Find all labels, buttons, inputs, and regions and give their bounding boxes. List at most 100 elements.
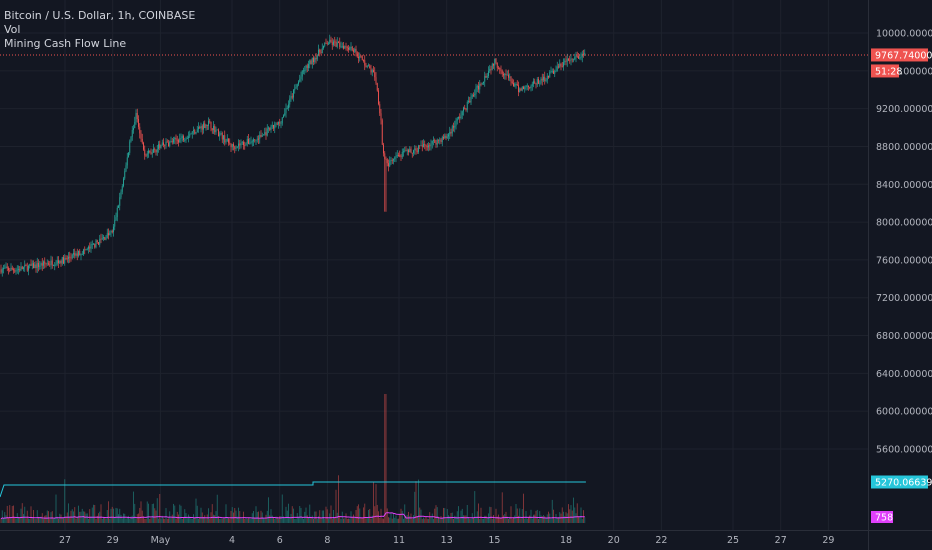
candle-body	[6, 266, 8, 269]
candle-body	[300, 76, 302, 80]
volume-bar	[16, 513, 18, 523]
volume-bar	[200, 507, 202, 523]
volume-bar	[115, 507, 117, 523]
volume-bar	[503, 515, 504, 523]
candle-body	[116, 207, 118, 218]
candle-body	[120, 191, 122, 198]
volume-bar	[371, 515, 373, 523]
volume-bar	[268, 497, 269, 523]
candle-body	[159, 144, 161, 148]
volume-bar	[280, 516, 282, 523]
candle-body	[133, 128, 134, 130]
candle-body	[460, 115, 462, 119]
candle-body	[343, 46, 344, 49]
candle-body	[386, 159, 388, 164]
volume-bar	[458, 506, 459, 523]
candle-body	[90, 244, 92, 249]
candle-body	[23, 267, 24, 269]
volume-bar	[286, 510, 288, 523]
candle-body	[294, 88, 296, 91]
candle-body	[195, 132, 197, 134]
volume-bar	[105, 518, 107, 523]
symbol-title[interactable]: Bitcoin / U.S. Dollar, 1h, COINBASE	[4, 9, 196, 22]
volume-bar	[331, 518, 333, 523]
candle-body	[479, 83, 481, 90]
candle-body	[205, 124, 207, 129]
volume-bar	[541, 516, 543, 523]
volume-bar	[126, 516, 128, 523]
candle-body	[158, 144, 159, 149]
volume-bar	[491, 518, 493, 523]
volume-bar	[440, 516, 442, 523]
volume-bar	[425, 517, 427, 523]
candle-body	[214, 126, 216, 133]
candle-body	[573, 59, 574, 61]
candle-body	[184, 139, 186, 141]
volume-bar	[446, 509, 448, 523]
volume-bar	[181, 518, 183, 523]
volume-bar	[178, 514, 179, 523]
candle-body	[151, 152, 153, 154]
volume-bar	[359, 508, 361, 523]
volume-bar	[124, 513, 126, 523]
candle-body	[113, 226, 114, 233]
candle-body	[383, 144, 384, 154]
candle-body	[540, 78, 542, 84]
candle-body	[293, 90, 294, 98]
volume-bar	[308, 517, 309, 523]
volume-bar	[250, 518, 252, 523]
volume-bar	[78, 505, 79, 523]
volume-bar	[548, 511, 549, 523]
volume-bar	[198, 518, 199, 523]
candle-body	[14, 270, 16, 272]
volume-bar	[48, 511, 49, 523]
candle-body	[243, 142, 244, 146]
candle-body	[43, 261, 44, 266]
candle-body	[500, 69, 502, 72]
candle-body	[426, 145, 428, 148]
candle-body	[328, 43, 329, 45]
candle-body	[250, 141, 252, 143]
candle-body	[150, 151, 152, 154]
indicator-vol[interactable]: Vol	[4, 23, 21, 36]
candle-body	[509, 76, 511, 78]
volume-bar	[51, 511, 53, 523]
volume-bar	[175, 518, 177, 523]
volume-bar	[526, 518, 528, 523]
candle-body	[584, 52, 586, 55]
volume-bar	[554, 518, 556, 523]
candle-body	[334, 41, 336, 43]
volume-bar	[399, 514, 401, 523]
volume-bar	[254, 517, 256, 523]
candle-body	[416, 150, 418, 152]
volume-bar	[438, 516, 439, 523]
candle-body	[555, 70, 557, 72]
candle-body	[325, 42, 327, 44]
candle-body	[5, 266, 7, 268]
volume-bar	[550, 518, 552, 523]
candle-body	[165, 141, 167, 146]
candle-body	[505, 73, 507, 76]
volume-bar	[378, 511, 379, 523]
volume-bar	[264, 518, 266, 523]
candle-body	[29, 264, 31, 266]
candle-body	[0, 269, 2, 273]
volume-bar	[113, 508, 114, 523]
volume-bar	[528, 517, 529, 523]
volume-bar	[143, 516, 144, 523]
candle-body	[370, 68, 372, 73]
indicator-mining-cash-flow[interactable]: Mining Cash Flow Line	[4, 37, 127, 50]
candle-body	[168, 142, 169, 147]
volume-bar	[273, 517, 274, 523]
candle-body	[10, 267, 12, 271]
candle-body	[48, 263, 49, 265]
volume-bar	[96, 515, 98, 523]
volume-bar	[43, 518, 44, 523]
candle-body	[546, 75, 548, 81]
volume-bar	[95, 518, 97, 523]
candle-body	[466, 101, 468, 110]
candle-body	[196, 129, 198, 133]
candle-body	[451, 126, 453, 134]
